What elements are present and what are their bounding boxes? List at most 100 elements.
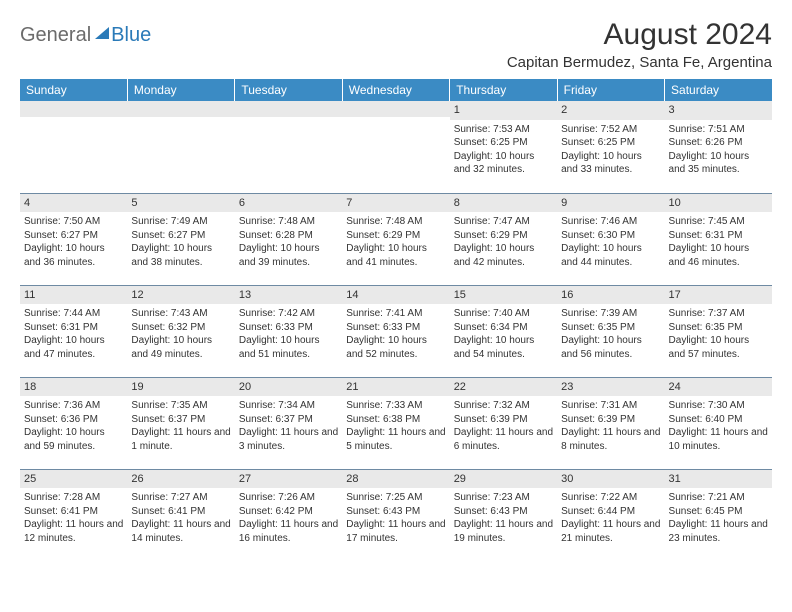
day-number: 26 (127, 470, 234, 489)
sunset-text: Sunset: 6:34 PM (454, 321, 553, 335)
day-number: 3 (665, 101, 772, 120)
day-number: 25 (20, 470, 127, 489)
day-cell: 21Sunrise: 7:33 AMSunset: 6:38 PMDayligh… (342, 377, 449, 469)
daylight-text: Daylight: 11 hours and 8 minutes. (561, 426, 660, 453)
day-cell: 11Sunrise: 7:44 AMSunset: 6:31 PMDayligh… (20, 285, 127, 377)
day-cell: 13Sunrise: 7:42 AMSunset: 6:33 PMDayligh… (235, 285, 342, 377)
day-header-row: SundayMondayTuesdayWednesdayThursdayFrid… (20, 79, 772, 101)
triangle-icon (95, 27, 109, 39)
sunrise-text: Sunrise: 7:52 AM (561, 123, 660, 137)
day-number: 28 (342, 470, 449, 489)
daylight-text: Daylight: 10 hours and 56 minutes. (561, 334, 660, 361)
sunrise-text: Sunrise: 7:42 AM (239, 307, 338, 321)
sunrise-text: Sunrise: 7:22 AM (561, 491, 660, 505)
day-number: 4 (20, 194, 127, 213)
day-number: 7 (342, 194, 449, 213)
month-title: August 2024 (507, 18, 772, 52)
day-number: 22 (450, 378, 557, 397)
day-number (20, 101, 127, 117)
day-cell: 14Sunrise: 7:41 AMSunset: 6:33 PMDayligh… (342, 285, 449, 377)
day-cell: 2Sunrise: 7:52 AMSunset: 6:25 PMDaylight… (557, 101, 664, 193)
day-cell: 29 Sunrise: 7:23 AMSunset: 6:43 PMDayligh… (450, 469, 557, 561)
sunrise-text: Sunrise: 7:33 AM (346, 399, 445, 413)
daylight-text: Daylight: 10 hours and 44 minutes. (561, 242, 660, 269)
day-cell: 15Sunrise: 7:40 AMSunset: 6:34 PMDayligh… (450, 285, 557, 377)
day-cell: 8Sunrise: 7:47 AMSunset: 6:29 PMDaylight… (450, 193, 557, 285)
day-number (235, 101, 342, 117)
sunset-text: Sunset: 6:39 PM (454, 413, 553, 427)
week-row: 4Sunrise: 7:50 AMSunset: 6:27 PMDaylight… (20, 193, 772, 285)
day-cell (127, 101, 234, 193)
sunrise-text: Sunrise: 7:23 AM (454, 491, 553, 505)
sunset-text: Sunset: 6:41 PM (24, 505, 123, 519)
day-cell: 6Sunrise: 7:48 AMSunset: 6:28 PMDaylight… (235, 193, 342, 285)
day-number: 9 (557, 194, 664, 213)
day-number: 2 (557, 101, 664, 120)
sunrise-text: Sunrise: 7:46 AM (561, 215, 660, 229)
brand-part2: Blue (111, 24, 151, 47)
day-header: Thursday (450, 79, 557, 101)
daylight-text: Daylight: 11 hours and 23 minutes. (669, 518, 768, 545)
day-header: Saturday (665, 79, 772, 101)
brand-part1: General (20, 24, 91, 47)
daylight-text: Daylight: 11 hours and 19 minutes. (454, 518, 553, 545)
daylight-text: Daylight: 10 hours and 35 minutes. (669, 150, 768, 177)
day-number: 27 (235, 470, 342, 489)
day-header: Tuesday (235, 79, 342, 101)
daylight-text: Daylight: 10 hours and 52 minutes. (346, 334, 445, 361)
daylight-text: Daylight: 10 hours and 59 minutes. (24, 426, 123, 453)
sunset-text: Sunset: 6:35 PM (669, 321, 768, 335)
sunrise-text: Sunrise: 7:34 AM (239, 399, 338, 413)
sunset-text: Sunset: 6:31 PM (24, 321, 123, 335)
day-number: 30 (557, 470, 664, 489)
sunrise-text: Sunrise: 7:53 AM (454, 123, 553, 137)
sunrise-text: Sunrise: 7:44 AM (24, 307, 123, 321)
daylight-text: Daylight: 11 hours and 14 minutes. (131, 518, 230, 545)
day-cell (20, 101, 127, 193)
sunset-text: Sunset: 6:29 PM (454, 229, 553, 243)
day-cell (342, 101, 449, 193)
sunset-text: Sunset: 6:30 PM (561, 229, 660, 243)
daylight-text: Daylight: 11 hours and 10 minutes. (669, 426, 768, 453)
day-cell: 17Sunrise: 7:37 AMSunset: 6:35 PMDayligh… (665, 285, 772, 377)
day-cell: 31Sunrise: 7:21 AMSunset: 6:45 PMDayligh… (665, 469, 772, 561)
daylight-text: Daylight: 11 hours and 16 minutes. (239, 518, 338, 545)
day-number: 5 (127, 194, 234, 213)
week-row: 1Sunrise: 7:53 AMSunset: 6:25 PMDaylight… (20, 101, 772, 193)
day-cell: 20Sunrise: 7:34 AMSunset: 6:37 PMDayligh… (235, 377, 342, 469)
day-number: 10 (665, 194, 772, 213)
day-header: Sunday (20, 79, 127, 101)
day-number: 29 (450, 470, 557, 489)
sunset-text: Sunset: 6:28 PM (239, 229, 338, 243)
day-header: Monday (127, 79, 234, 101)
sunset-text: Sunset: 6:27 PM (24, 229, 123, 243)
day-number: 17 (665, 286, 772, 305)
daylight-text: Daylight: 10 hours and 32 minutes. (454, 150, 553, 177)
sunrise-text: Sunrise: 7:30 AM (669, 399, 768, 413)
day-cell: 16Sunrise: 7:39 AMSunset: 6:35 PMDayligh… (557, 285, 664, 377)
sunset-text: Sunset: 6:38 PM (346, 413, 445, 427)
daylight-text: Daylight: 10 hours and 47 minutes. (24, 334, 123, 361)
sunrise-text: Sunrise: 7:31 AM (561, 399, 660, 413)
daylight-text: Daylight: 11 hours and 5 minutes. (346, 426, 445, 453)
sunrise-text: Sunrise: 7:21 AM (669, 491, 768, 505)
week-row: 25 Sunrise: 7:28 AMSunset: 6:41 PM Dayligh… (20, 469, 772, 561)
day-cell (235, 101, 342, 193)
sunrise-text: Sunrise: 7:32 AM (454, 399, 553, 413)
day-cell: 12Sunrise: 7:43 AMSunset: 6:32 PMDayligh… (127, 285, 234, 377)
sunrise-text: Sunrise: 7:26 AM (239, 491, 338, 505)
sunset-text: Sunset: 6:36 PM (24, 413, 123, 427)
day-cell: 1Sunrise: 7:53 AMSunset: 6:25 PMDaylight… (450, 101, 557, 193)
sunset-text: Sunset: 6:40 PM (669, 413, 768, 427)
day-number: 6 (235, 194, 342, 213)
sunrise-text: Sunrise: 7:28 AM (24, 491, 123, 505)
sunrise-text: Sunrise: 7:36 AM (24, 399, 123, 413)
day-number: 19 (127, 378, 234, 397)
day-cell: 4Sunrise: 7:50 AMSunset: 6:27 PMDaylight… (20, 193, 127, 285)
daylight-text: Daylight: 11 hours and 17 minutes. (346, 518, 445, 545)
day-number (127, 101, 234, 117)
sunset-text: Sunset: 6:43 PM (454, 505, 553, 519)
page-header: General Blue August 2024 Capitan Bermude… (20, 18, 772, 71)
day-cell: 10Sunrise: 7:45 AMSunset: 6:31 PMDayligh… (665, 193, 772, 285)
sunset-text: Sunset: 6:37 PM (131, 413, 230, 427)
